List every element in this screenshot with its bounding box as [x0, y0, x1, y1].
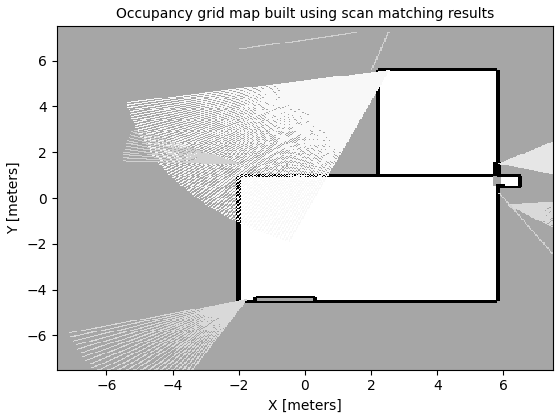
X-axis label: X [meters]: X [meters]	[268, 399, 342, 413]
Y-axis label: Y [meters]: Y [meters]	[7, 162, 21, 234]
Title: Occupancy grid map built using scan matching results: Occupancy grid map built using scan matc…	[116, 7, 494, 21]
